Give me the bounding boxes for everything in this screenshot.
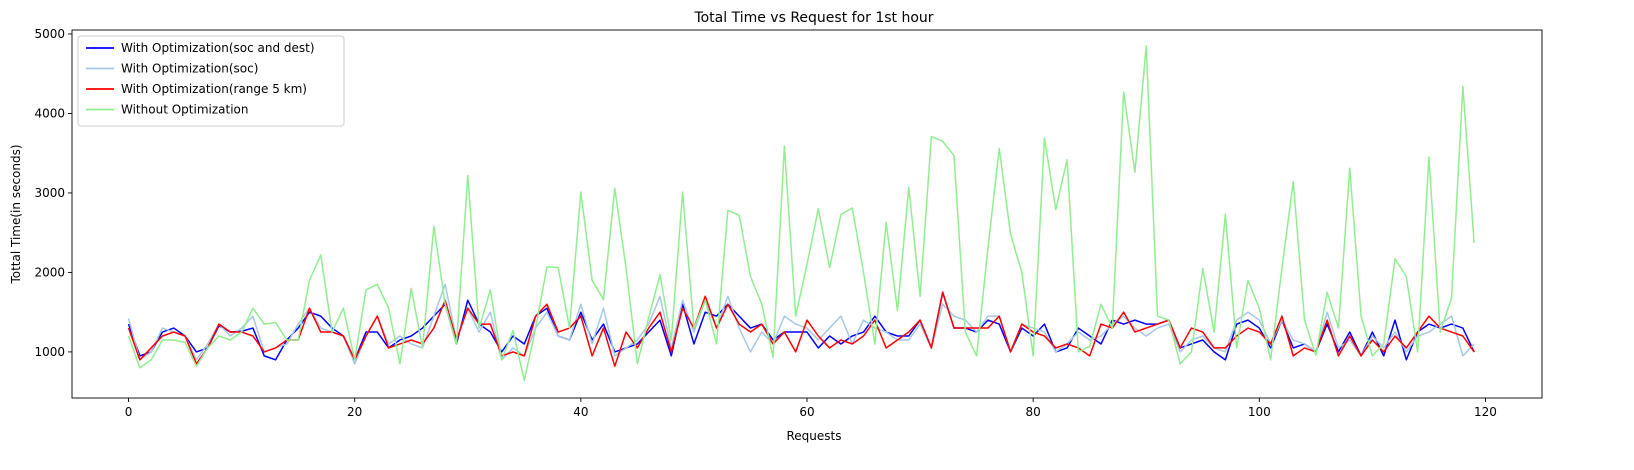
- x-tick-label: 100: [1248, 405, 1271, 419]
- x-tick-label: 0: [125, 405, 133, 419]
- x-tick-label: 60: [799, 405, 814, 419]
- x-axis-label: Requests: [787, 429, 842, 443]
- y-tick-label: 3000: [34, 186, 65, 200]
- legend: With Optimization(soc and dest) With Opti…: [77, 35, 345, 127]
- y-tick-label: 2000: [34, 265, 65, 279]
- series-layer: [127, 45, 1475, 382]
- y-axis: 1000 2000 3000 4000 5000: [34, 27, 72, 359]
- x-axis: 0 20 40 60 80 100 120: [125, 398, 1497, 419]
- legend-entry-3: Without Optimization: [121, 103, 248, 117]
- legend-entry-0: With Optimization(soc and dest): [121, 41, 315, 55]
- y-tick-label: 5000: [34, 27, 65, 41]
- y-tick-label: 1000: [34, 345, 65, 359]
- x-tick-label: 40: [573, 405, 588, 419]
- legend-entry-1: With Optimization(soc): [121, 62, 258, 76]
- y-axis-label: Tottal Time(in seconds): [9, 144, 23, 284]
- chart-title: Total Time vs Request for 1st hour: [693, 10, 933, 26]
- legend-box: [77, 35, 345, 127]
- x-tick-label: 20: [347, 405, 362, 419]
- x-tick-label: 120: [1474, 405, 1497, 419]
- y-tick-label: 4000: [34, 106, 65, 120]
- series-line-2: [127, 291, 1475, 367]
- series-line-1: [127, 283, 1475, 365]
- legend-entry-2: With Optimization(range 5 km): [121, 82, 307, 96]
- series-line-3: [127, 45, 1475, 382]
- x-tick-label: 80: [1026, 405, 1041, 419]
